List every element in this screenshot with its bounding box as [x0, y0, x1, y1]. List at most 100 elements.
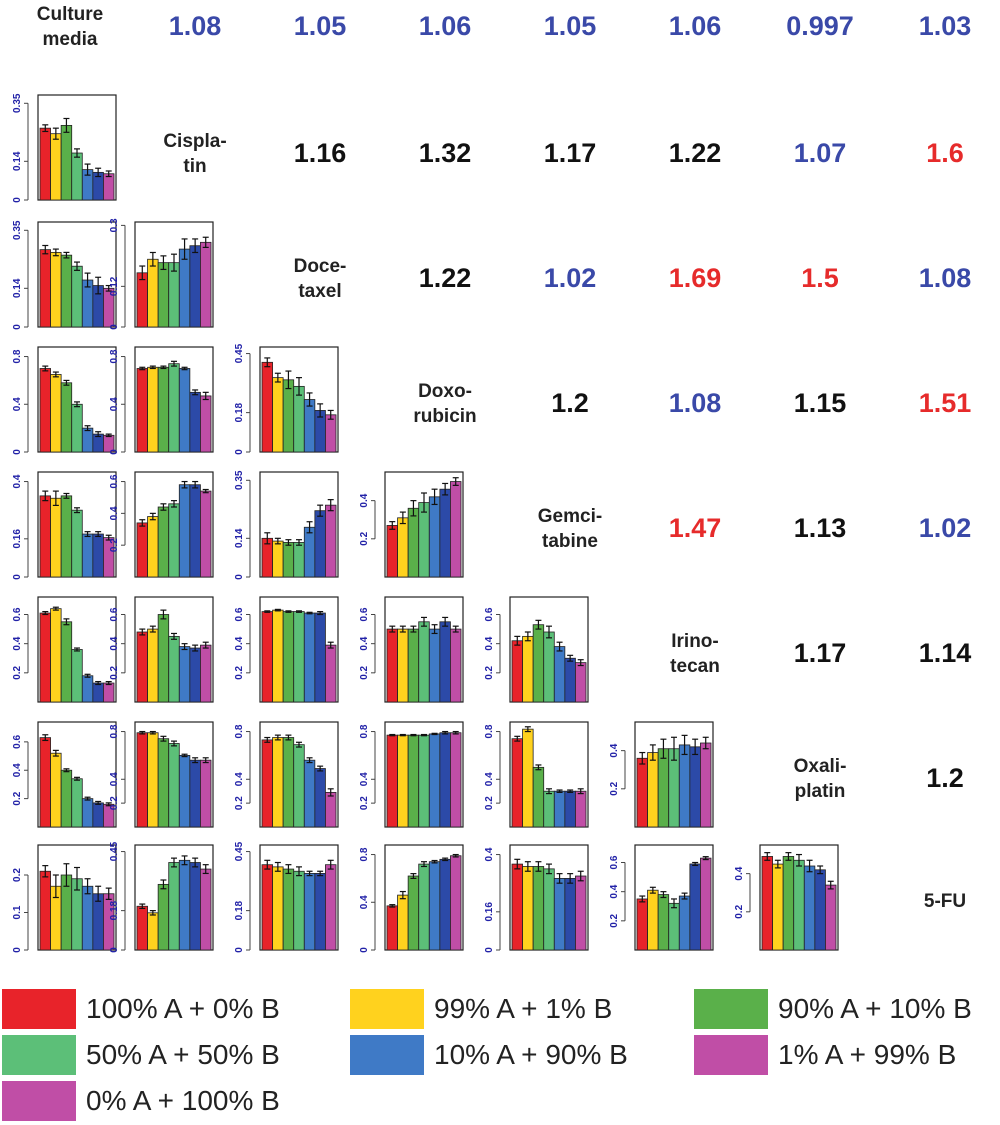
bar	[564, 878, 576, 951]
bar	[407, 507, 420, 578]
ratio-value: 0.997	[786, 11, 854, 41]
bar	[50, 133, 62, 201]
bar-panel: 0 0.18 0.45	[234, 343, 339, 455]
bar	[325, 791, 337, 828]
y-tick-label: 0.2	[234, 665, 245, 679]
y-tick-label: 0.6	[609, 855, 620, 869]
y-tick-label: 0	[109, 947, 120, 953]
legend-item-1a-99b: 1% A + 99% B	[694, 1032, 956, 1078]
legend-item-99a-1b: 99% A + 1% B	[350, 986, 612, 1032]
legend-label: 90% A + 10% B	[778, 993, 972, 1024]
bar	[564, 790, 576, 828]
bar	[60, 495, 73, 578]
bar	[293, 870, 305, 951]
y-tick-label: 0.4	[359, 895, 370, 909]
bar	[700, 857, 712, 951]
bar	[407, 628, 420, 703]
legend-item-50a-50b: 50% A + 50% B	[2, 1032, 280, 1078]
bar	[168, 262, 180, 328]
bar	[532, 624, 545, 703]
bar	[81, 427, 94, 453]
ratio-value: 1.05	[544, 11, 597, 41]
bar-panel: 0 0.4 0.8	[12, 346, 117, 455]
bar	[450, 732, 462, 828]
bar	[325, 864, 337, 951]
y-tick-label: 0.4	[359, 493, 370, 507]
bar	[636, 898, 648, 951]
bar-panel: 0 0.18 0.45	[109, 841, 214, 953]
y-tick-label: 0.6	[12, 734, 23, 748]
ratio-value: 1.22	[419, 263, 472, 293]
bar	[272, 377, 284, 453]
y-tick-label: 0.8	[359, 724, 370, 738]
y-tick-label: 0.2	[12, 791, 23, 805]
bar	[136, 732, 148, 828]
bar	[282, 542, 295, 578]
bar	[261, 361, 273, 453]
bar	[293, 744, 305, 828]
bar	[39, 737, 51, 828]
legend-item-0a-100b: 0% A + 100% B	[2, 1078, 280, 1124]
bar	[439, 621, 451, 703]
y-tick-label: 0.4	[109, 772, 120, 786]
bar	[147, 258, 159, 328]
ratio-value: 1.69	[669, 263, 722, 293]
y-tick-label: 0.45	[234, 343, 245, 363]
y-tick-label: 0	[234, 574, 245, 580]
legend-label: 1% A + 99% B	[778, 1039, 957, 1070]
y-tick-label: 0.35	[12, 93, 23, 113]
bar	[418, 502, 430, 578]
bar-panel: 0.2 0.4 0.6	[234, 596, 339, 703]
bar-panel: 0.2 0.4 0.6	[109, 596, 214, 703]
bar	[325, 644, 337, 703]
bar-panel: 0 0.1 0.2	[12, 844, 117, 953]
ratio-value: 1.08	[169, 11, 222, 41]
bar	[147, 628, 159, 703]
bar	[397, 628, 409, 703]
y-tick-label: 0.16	[484, 902, 495, 922]
bar	[689, 746, 701, 828]
bar	[293, 385, 305, 453]
bar	[418, 863, 430, 951]
bar	[761, 856, 773, 951]
bar	[189, 391, 201, 453]
bar	[178, 484, 191, 578]
bar-panel: 0 0.16 0.4	[12, 471, 117, 580]
y-tick-label: 0	[12, 449, 23, 455]
y-tick-label: 0	[109, 324, 120, 330]
bar	[532, 766, 545, 828]
bar	[303, 759, 316, 828]
legend-swatch	[2, 1081, 76, 1121]
bar	[189, 245, 201, 328]
bar	[668, 902, 680, 951]
bar	[793, 859, 805, 951]
bar-panel: 0.2 0.4 0.8	[234, 721, 339, 828]
y-tick-label: 0.2	[109, 796, 120, 810]
bar	[657, 894, 670, 951]
ratio-value: 1.16	[294, 138, 347, 168]
bar	[189, 759, 201, 828]
legend-item-10a-90b: 10% A + 90% B	[350, 1032, 628, 1078]
bar	[575, 875, 587, 951]
bar	[689, 863, 701, 951]
y-tick-label: 0.45	[109, 841, 120, 861]
bar	[553, 646, 566, 703]
bar	[428, 496, 441, 578]
y-tick-label: 0.2	[234, 796, 245, 810]
legend-swatch	[694, 1035, 768, 1075]
bar	[71, 265, 83, 328]
y-tick-label: 0.35	[12, 220, 23, 240]
y-tick-label: 0.18	[234, 402, 245, 422]
y-tick-label: 0.6	[484, 607, 495, 621]
legend-label: 0% A + 100% B	[86, 1085, 280, 1116]
ratio-value: 1.14	[919, 638, 972, 668]
ratio-value: 1.17	[544, 138, 597, 168]
bar	[386, 628, 398, 703]
bar	[92, 533, 104, 578]
ratio-value: 1.06	[669, 11, 722, 41]
bar	[303, 526, 316, 578]
ratio-value: 1.05	[294, 11, 347, 41]
legend-label: 50% A + 50% B	[86, 1039, 280, 1070]
legend-swatch	[2, 1035, 76, 1075]
y-tick-label: 0.6	[12, 607, 23, 621]
